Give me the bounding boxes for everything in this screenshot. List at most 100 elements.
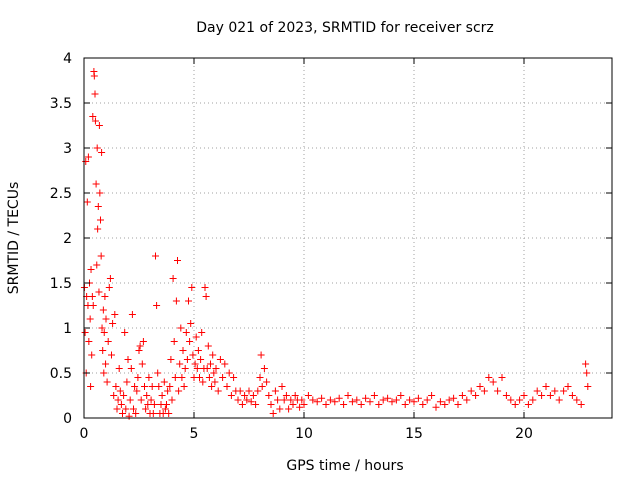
data-point bbox=[101, 293, 109, 300]
data-point bbox=[158, 392, 166, 399]
data-point bbox=[198, 329, 206, 336]
data-point bbox=[223, 383, 231, 390]
x-tick-label: 0 bbox=[80, 426, 89, 442]
data-point bbox=[108, 351, 115, 359]
data-point bbox=[450, 394, 458, 402]
x-tick-label: 5 bbox=[190, 426, 199, 442]
data-point bbox=[247, 398, 255, 406]
data-point bbox=[96, 189, 104, 197]
data-point bbox=[209, 351, 217, 359]
data-point bbox=[138, 360, 146, 368]
data-point bbox=[132, 410, 140, 417]
data-point bbox=[267, 401, 275, 408]
data-point bbox=[560, 387, 568, 395]
data-point bbox=[419, 401, 427, 408]
data-point bbox=[564, 383, 572, 390]
data-point bbox=[93, 261, 101, 269]
data-point bbox=[94, 225, 102, 233]
data-point bbox=[551, 387, 559, 395]
data-point bbox=[136, 342, 144, 350]
data-point bbox=[379, 396, 387, 404]
data-point bbox=[110, 392, 118, 399]
data-point bbox=[85, 338, 93, 345]
data-point bbox=[154, 369, 162, 377]
data-point bbox=[212, 365, 220, 372]
data-point bbox=[472, 392, 480, 399]
data-point bbox=[122, 405, 130, 413]
data-point bbox=[131, 383, 139, 390]
data-point bbox=[249, 392, 257, 399]
data-point bbox=[529, 396, 537, 404]
y-tick-label: 3.5 bbox=[50, 96, 72, 112]
data-point bbox=[454, 401, 462, 408]
data-point bbox=[183, 356, 191, 363]
data-point bbox=[126, 396, 134, 404]
data-point bbox=[90, 72, 98, 80]
data-point bbox=[533, 387, 541, 395]
data-point bbox=[366, 398, 374, 406]
data-point bbox=[81, 329, 89, 336]
data-point bbox=[87, 383, 95, 390]
data-point bbox=[112, 383, 120, 390]
data-point bbox=[234, 396, 242, 404]
data-point bbox=[178, 374, 186, 381]
data-point bbox=[100, 369, 108, 377]
data-point bbox=[191, 360, 199, 368]
data-point bbox=[143, 392, 151, 399]
data-point bbox=[139, 338, 147, 345]
data-point bbox=[163, 401, 170, 408]
data-point bbox=[236, 387, 244, 395]
data-point bbox=[436, 398, 444, 406]
data-point bbox=[230, 374, 238, 381]
data-point bbox=[357, 401, 365, 408]
data-point bbox=[186, 338, 194, 345]
data-point bbox=[322, 401, 330, 408]
data-point bbox=[238, 401, 246, 408]
data-point bbox=[113, 405, 121, 413]
data-point bbox=[171, 374, 179, 381]
data-point bbox=[216, 356, 224, 363]
data-point bbox=[384, 394, 392, 402]
data-point bbox=[199, 378, 207, 386]
data-point bbox=[221, 360, 229, 368]
data-point bbox=[414, 394, 422, 402]
data-point bbox=[189, 351, 197, 359]
data-point bbox=[225, 369, 233, 377]
data-point bbox=[175, 387, 183, 395]
data-point bbox=[128, 311, 136, 318]
data-point bbox=[202, 293, 210, 300]
x-tick-label: 20 bbox=[515, 426, 533, 442]
data-point bbox=[97, 252, 105, 260]
data-point bbox=[142, 405, 150, 413]
data-point bbox=[583, 369, 591, 377]
data-point bbox=[458, 392, 466, 399]
data-point bbox=[187, 320, 195, 327]
data-point bbox=[344, 392, 352, 399]
data-point bbox=[258, 383, 266, 390]
data-point bbox=[467, 387, 475, 395]
data-point bbox=[271, 387, 279, 395]
data-point bbox=[103, 378, 111, 386]
data-point bbox=[130, 405, 137, 413]
data-point bbox=[104, 338, 112, 345]
data-point bbox=[147, 396, 155, 404]
data-point bbox=[95, 122, 103, 129]
data-point bbox=[445, 396, 453, 404]
data-point bbox=[287, 396, 295, 404]
data-point bbox=[201, 284, 209, 291]
data-point bbox=[463, 396, 471, 404]
axis-ticks bbox=[83, 57, 612, 419]
data-point bbox=[133, 387, 141, 395]
data-point bbox=[120, 392, 128, 399]
data-point bbox=[176, 360, 184, 368]
x-tick-label: 10 bbox=[295, 426, 313, 442]
data-point bbox=[326, 396, 334, 404]
data-point bbox=[257, 351, 265, 359]
data-point bbox=[542, 383, 550, 390]
data-point bbox=[362, 394, 370, 402]
data-point bbox=[511, 401, 519, 408]
data-point bbox=[340, 401, 348, 408]
data-point bbox=[182, 329, 190, 336]
data-point bbox=[211, 378, 219, 386]
y-tick-label: 0 bbox=[63, 411, 72, 427]
